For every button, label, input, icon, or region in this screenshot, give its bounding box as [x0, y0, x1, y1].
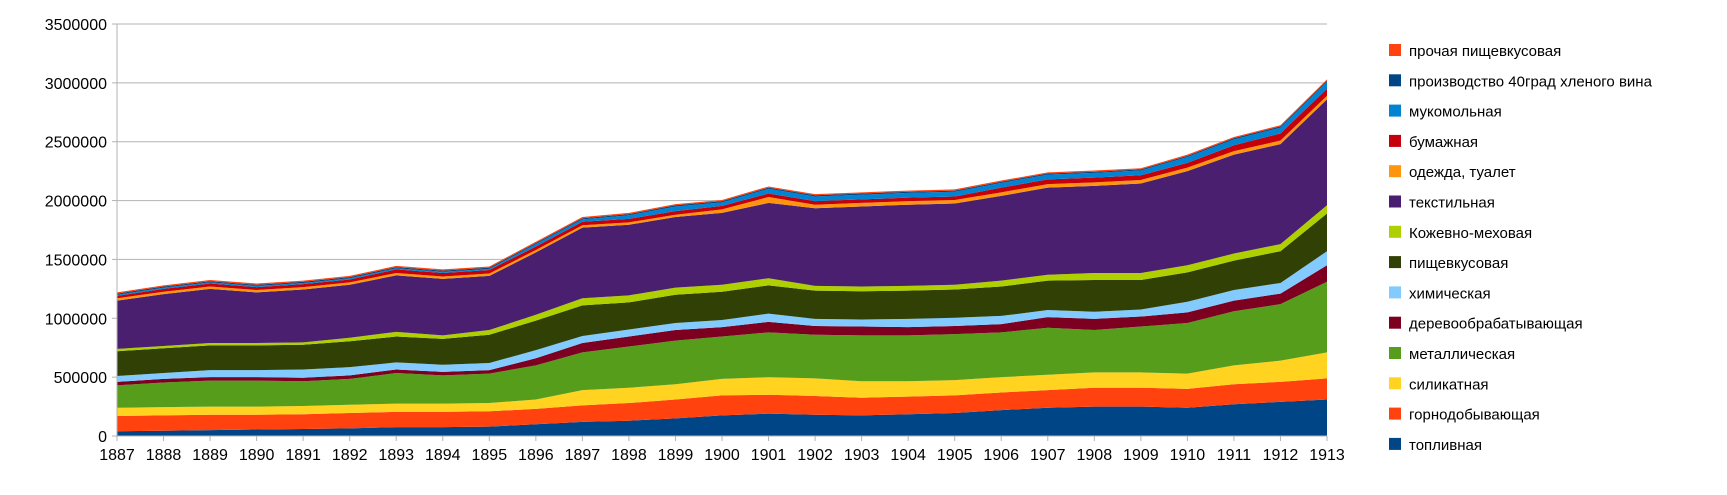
legend-swatch	[1389, 407, 1401, 420]
x-tick-label: 1906	[983, 447, 1019, 464]
x-tick-label: 1903	[844, 447, 880, 464]
x-tick-label: 1900	[704, 447, 740, 464]
x-tick-label: 1888	[146, 447, 182, 464]
area-series-3	[117, 352, 1327, 416]
x-tick-label: 1891	[285, 447, 321, 464]
area-series-2	[117, 378, 1327, 432]
legend-label: химическая	[1409, 285, 1491, 302]
x-tick-label: 1889	[192, 447, 228, 464]
legend-swatch	[1389, 195, 1401, 208]
y-tick-label: 0	[98, 429, 107, 446]
legend-swatch	[1389, 347, 1401, 359]
x-tick-label: 1896	[518, 447, 554, 464]
x-tick-label: 1893	[378, 447, 414, 464]
legend-swatch	[1389, 44, 1401, 56]
y-tick-label: 2000000	[45, 194, 107, 211]
y-tick-label: 3500000	[45, 17, 107, 34]
x-tick-label: 1897	[565, 447, 601, 464]
x-tick-label: 1910	[1170, 447, 1206, 464]
x-tick-label: 1894	[425, 447, 461, 464]
x-tick-label: 1908	[1077, 447, 1113, 464]
x-tick-label: 1895	[472, 447, 508, 464]
y-tick-label: 1000000	[45, 311, 107, 328]
legend-swatch	[1389, 377, 1401, 390]
legend: прочая пищевкусовая производство 40град х…	[1389, 43, 1653, 454]
area-series-5	[117, 265, 1327, 386]
x-tick-label: 1901	[751, 447, 787, 464]
x-tick-label: 1890	[239, 447, 275, 464]
area-series-9	[117, 99, 1327, 349]
legend-label: металлическая	[1409, 346, 1515, 363]
legend-swatch	[1389, 104, 1401, 117]
y-axis-tick-labels: 0 500000 1000000 1500000 2000000 2500000 30000…	[45, 17, 107, 446]
area-series-group	[117, 79, 1327, 436]
x-tick-label: 1899	[658, 447, 694, 464]
x-tick-label: 1892	[332, 447, 368, 464]
legend-label: бумажная	[1409, 134, 1478, 151]
x-tick-label: 1902	[797, 447, 833, 464]
legend-label: деревообрабатывающая	[1409, 316, 1583, 333]
legend-swatch	[1389, 225, 1401, 238]
legend-label: Кожевно-меховая	[1409, 225, 1532, 242]
legend-swatch	[1389, 256, 1401, 269]
x-tick-label: 1909	[1123, 447, 1159, 464]
x-tick-label: 1905	[937, 447, 973, 464]
legend-swatch	[1389, 165, 1401, 178]
y-tick-label: 3000000	[45, 76, 107, 93]
area-series-6	[117, 251, 1327, 382]
y-tick-label: 2500000	[45, 135, 107, 152]
legend-swatch	[1389, 316, 1401, 329]
legend-label: топливная	[1409, 437, 1482, 454]
x-tick-label: 1913	[1309, 447, 1345, 464]
legend-label: прочая пищевкусовая	[1409, 43, 1561, 60]
area-series-1	[117, 399, 1327, 436]
legend-swatch	[1389, 74, 1401, 87]
x-tick-label: 1907	[1030, 447, 1066, 464]
legend-swatch	[1389, 286, 1401, 299]
legend-label: силикатная	[1409, 376, 1489, 393]
axes	[112, 23, 1328, 441]
y-tick-label: 500000	[54, 370, 107, 387]
x-axis-tick-labels: 1887 1888 1889 1890 1891 1892 1893 1894 1895 1896…	[99, 447, 1345, 464]
x-tick-label: 1904	[890, 447, 926, 464]
area-series-7	[117, 213, 1327, 376]
legend-label: текстильная	[1409, 195, 1495, 212]
legend-swatch	[1389, 134, 1401, 147]
legend-label: горнодобывающая	[1409, 407, 1540, 424]
legend-label: одежда, туалет	[1409, 164, 1516, 181]
x-tick-label: 1898	[611, 447, 647, 464]
y-tick-label: 1500000	[45, 252, 107, 269]
area-series-8	[117, 205, 1327, 352]
legend-swatch	[1389, 437, 1401, 450]
x-tick-label: 1887	[99, 447, 135, 464]
x-tick-label: 1911	[1217, 447, 1252, 464]
legend-label: мукомольная	[1409, 104, 1502, 121]
area-series-4	[117, 281, 1327, 408]
legend-label: пищевкусовая	[1409, 255, 1508, 272]
legend-label: производство 40град хленого вина	[1409, 73, 1653, 90]
x-tick-label: 1912	[1263, 447, 1299, 464]
